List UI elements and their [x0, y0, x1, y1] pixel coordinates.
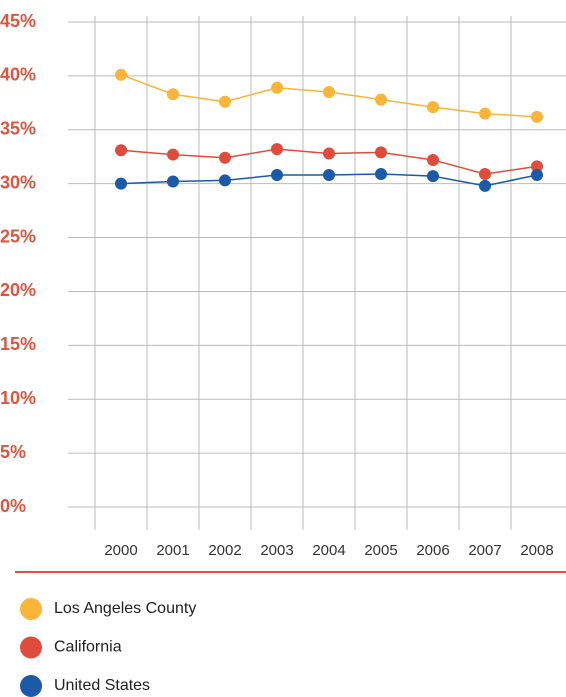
y-tick-label: 45% — [0, 11, 36, 31]
y-tick-label: 10% — [0, 388, 36, 408]
legend-swatch — [20, 636, 42, 659]
x-tick-label: 2006 — [416, 542, 449, 559]
x-tick-label: 2000 — [104, 542, 137, 559]
data-point — [167, 148, 179, 161]
data-point — [479, 167, 491, 180]
data-point — [375, 93, 387, 106]
x-tick-label: 2005 — [364, 542, 397, 559]
x-tick-label: 2007 — [468, 542, 501, 559]
y-tick-label: 40% — [0, 65, 36, 85]
data-point — [115, 177, 127, 190]
x-tick-label: 2004 — [312, 542, 345, 559]
data-point — [323, 169, 335, 182]
data-point — [167, 88, 179, 101]
x-tick-label: 2002 — [208, 542, 241, 559]
data-point — [375, 167, 387, 180]
data-point — [479, 179, 491, 192]
x-tick-label: 2008 — [520, 542, 553, 559]
data-point — [427, 101, 439, 114]
legend-swatch — [20, 598, 42, 620]
data-point — [219, 95, 231, 108]
data-point — [271, 143, 283, 156]
legend-label: United States — [54, 677, 150, 694]
x-tick-label: 2001 — [156, 542, 189, 559]
data-point — [323, 147, 335, 160]
x-tick-label: 2003 — [260, 542, 293, 559]
legend-swatch — [20, 675, 42, 697]
y-tick-label: 0% — [0, 496, 26, 516]
y-tick-label: 25% — [0, 226, 36, 246]
y-tick-label: 20% — [0, 280, 36, 300]
data-point — [427, 170, 439, 183]
legend-label: Los Angeles County — [54, 600, 196, 617]
data-point — [219, 174, 231, 187]
data-point — [115, 68, 127, 81]
y-tick-label: 5% — [0, 442, 26, 462]
data-point — [375, 146, 387, 159]
data-point — [323, 86, 335, 99]
y-tick-label: 15% — [0, 334, 36, 354]
data-point — [479, 107, 491, 120]
data-point — [115, 144, 127, 157]
data-point — [531, 160, 543, 173]
data-point — [271, 169, 283, 182]
data-point — [271, 81, 283, 94]
data-point — [531, 169, 543, 182]
legend-label: California — [54, 639, 122, 656]
data-point — [167, 175, 179, 188]
y-tick-label: 30% — [0, 172, 36, 192]
data-point — [531, 110, 543, 123]
data-point — [427, 153, 439, 166]
data-point — [219, 151, 231, 164]
y-tick-label: 35% — [0, 119, 36, 139]
